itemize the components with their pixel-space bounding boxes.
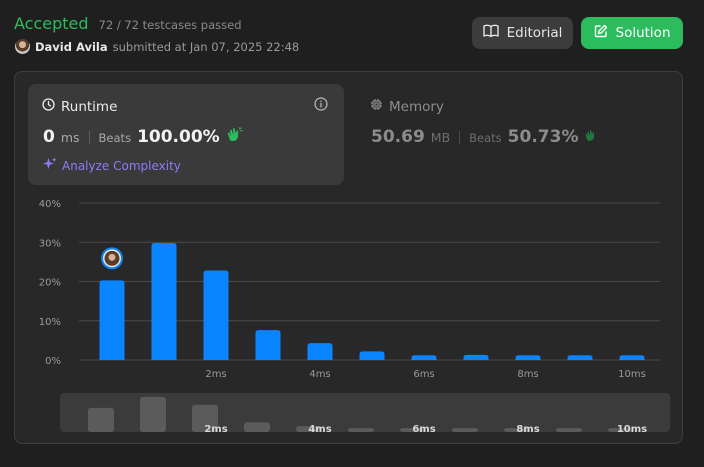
runtime-card[interactable]: Runtime 0 ms Beats 100.00% — [28, 84, 344, 185]
overview-bar — [192, 404, 218, 432]
avatar[interactable] — [15, 39, 30, 54]
chart-bar[interactable] — [567, 355, 593, 360]
runtime-value: 0 — [43, 127, 55, 147]
memory-beats-value: 50.73% — [507, 127, 579, 147]
chip-icon — [370, 98, 383, 115]
overview-tick-label: 8ms — [516, 424, 539, 435]
overview-tick-label: 6ms — [412, 424, 435, 435]
overview-bar — [140, 396, 166, 432]
y-tick-label: 0% — [45, 356, 61, 367]
editorial-label: Editorial — [506, 25, 563, 41]
accepted-status: Accepted — [14, 14, 89, 33]
clap-icon — [584, 127, 598, 146]
memory-value: 50.69 — [371, 127, 425, 147]
chart-bar[interactable] — [99, 280, 125, 360]
user-avatar-face — [108, 253, 116, 261]
clap-icon — [226, 125, 243, 146]
username-link[interactable]: David Avila — [35, 39, 108, 54]
x-tick-label: 6ms — [413, 369, 434, 380]
info-icon[interactable] — [314, 96, 328, 115]
chart-bar[interactable] — [359, 351, 385, 360]
runtime-unit: ms — [60, 130, 80, 145]
chart-bar[interactable] — [307, 343, 333, 360]
runtime-label: Runtime — [61, 98, 118, 115]
divider — [88, 130, 90, 144]
overview-bar — [504, 428, 530, 432]
submitter-info: David Avila submitted at Jan 07, 2025 22… — [15, 39, 299, 54]
chart-bar[interactable] — [515, 355, 541, 360]
overview-bar — [556, 428, 582, 432]
performance-panel: Runtime 0 ms Beats 100.00% — [14, 71, 683, 444]
chart-bar[interactable] — [151, 243, 177, 360]
submission-status: Accepted 72 / 72 testcases passed — [14, 14, 242, 33]
x-tick-label: 2ms — [205, 369, 226, 380]
chart-bar[interactable] — [619, 355, 645, 360]
memory-beats-label: Beats — [469, 131, 502, 145]
solution-button[interactable]: Solution — [581, 17, 683, 49]
runtime-distribution-chart: 0% 10% 20% 30% 40% 2ms 4ms 6ms 8ms 10ms 2ms 4ms 6ms 8… — [39, 199, 670, 435]
memory-label: Memory — [389, 98, 444, 115]
overview-bar — [88, 407, 114, 432]
x-tick-label: 10ms — [618, 369, 646, 380]
analyze-complexity-label: Analyze Complexity — [62, 158, 181, 173]
chart-bar[interactable] — [411, 355, 437, 360]
chart-bar[interactable] — [463, 354, 489, 360]
overview-bar — [244, 422, 270, 432]
solution-label: Solution — [615, 25, 671, 41]
runtime-metric: 0 ms Beats 100.00% — [43, 125, 243, 147]
runtime-header: Runtime — [42, 98, 117, 115]
edit-icon — [594, 24, 608, 42]
memory-unit: MB — [430, 130, 451, 145]
chart-bar[interactable] — [255, 330, 281, 360]
clock-icon — [42, 98, 55, 115]
x-tick-label: 4ms — [309, 369, 330, 380]
overview-bar — [296, 426, 322, 432]
sparkle-icon — [43, 157, 57, 174]
y-tick-label: 40% — [39, 199, 61, 210]
y-tick-label: 10% — [39, 317, 61, 328]
divider — [459, 130, 461, 144]
x-tick-label: 8ms — [517, 369, 538, 380]
book-icon — [482, 24, 499, 42]
analyze-complexity-link[interactable]: Analyze Complexity — [43, 157, 181, 174]
overview-tick-label: 10ms — [617, 424, 647, 435]
memory-card[interactable]: Memory 50.69 MB Beats 50.73% — [370, 98, 595, 147]
runtime-beats-label: Beats — [98, 131, 132, 145]
memory-metric: 50.69 MB Beats 50.73% — [371, 127, 598, 147]
submitted-time: submitted at Jan 07, 2025 22:48 — [112, 39, 300, 54]
y-tick-label: 20% — [39, 278, 61, 289]
overview-tick-label: 4ms — [308, 424, 331, 435]
y-tick-label: 30% — [39, 238, 61, 249]
overview-bar — [400, 428, 426, 432]
testcases-passed: 72 / 72 testcases passed — [98, 18, 242, 32]
memory-header: Memory — [370, 98, 444, 115]
overview-tick-label: 2ms — [204, 424, 227, 435]
overview-bar — [608, 428, 634, 432]
runtime-beats-value: 100.00% — [137, 127, 220, 147]
editorial-button[interactable]: Editorial — [472, 17, 573, 49]
chart-bar[interactable] — [203, 270, 229, 360]
overview-bar — [348, 428, 374, 432]
overview-bar — [452, 428, 478, 432]
